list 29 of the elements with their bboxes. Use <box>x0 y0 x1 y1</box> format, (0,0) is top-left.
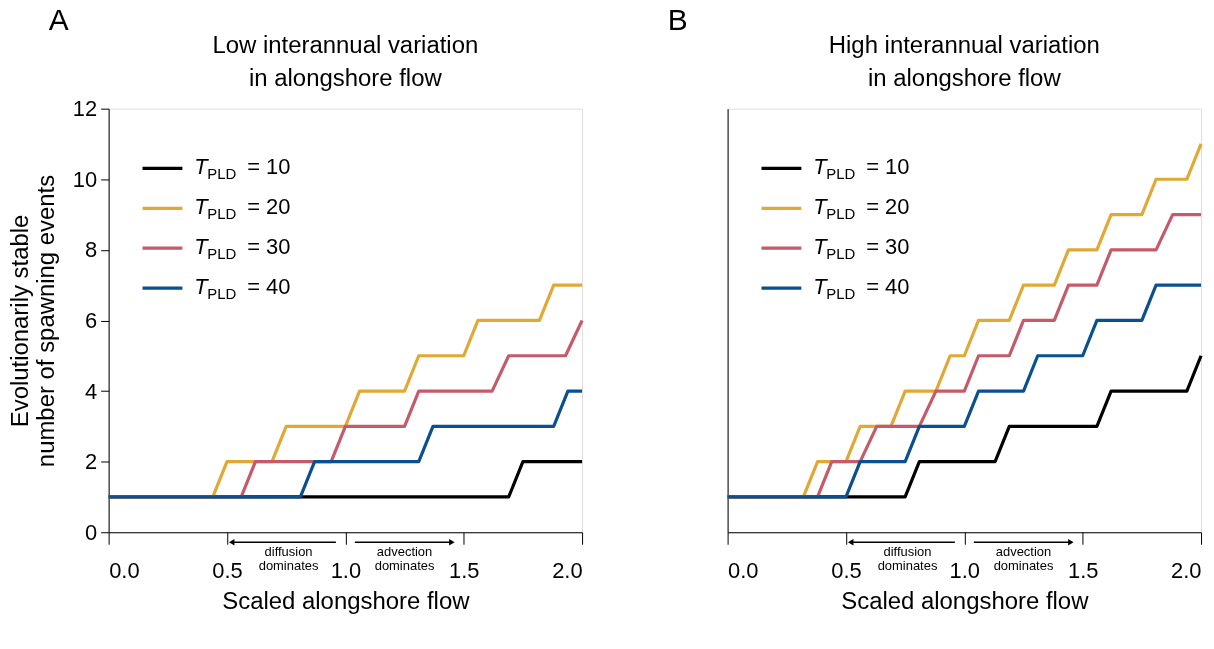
text: advection dominates <box>374 544 435 574</box>
y-tick-label: 12 <box>72 96 98 122</box>
y-tick-label: 2 <box>84 449 98 475</box>
text: diffusion dominates <box>258 544 319 574</box>
text: diffusion dominates <box>877 544 938 574</box>
text: A <box>48 2 69 36</box>
chart-title: High interannual variation in alongshore flow <box>828 30 1100 91</box>
y-tick-label: 0 <box>84 519 98 545</box>
text: advection dominates <box>993 544 1054 574</box>
line-series <box>107 389 584 499</box>
chart-title: Low interannual variation in alongshore flow <box>212 30 479 91</box>
x-tick-label: 2.0 <box>552 557 583 583</box>
x-tick-label: 1.5 <box>448 557 480 583</box>
x-axis-title: Scaled alongshore flow <box>841 586 1090 614</box>
x-tick-label: 1.5 <box>1067 557 1099 583</box>
y-tick-label: 10 <box>72 166 98 192</box>
x-tick-label: 0.5 <box>212 557 243 583</box>
y-tick-label: 6 <box>84 307 98 333</box>
x-tick-label: 0.0 <box>109 557 140 583</box>
text: B <box>667 2 688 36</box>
y-tick-label: 8 <box>84 237 98 263</box>
x-tick-label: 1.0 <box>949 557 981 583</box>
x-tick-label: 0.0 <box>728 557 759 583</box>
x-axis-title: Scaled alongshore flow <box>222 586 471 614</box>
x-tick-label: 1.0 <box>330 557 362 583</box>
x-tick-label: 2.0 <box>1171 557 1202 583</box>
y-axis-title: Evolutionarily stable number of spawning events <box>5 174 59 468</box>
y-tick-label: 4 <box>84 378 98 404</box>
x-tick-label: 0.5 <box>831 557 862 583</box>
